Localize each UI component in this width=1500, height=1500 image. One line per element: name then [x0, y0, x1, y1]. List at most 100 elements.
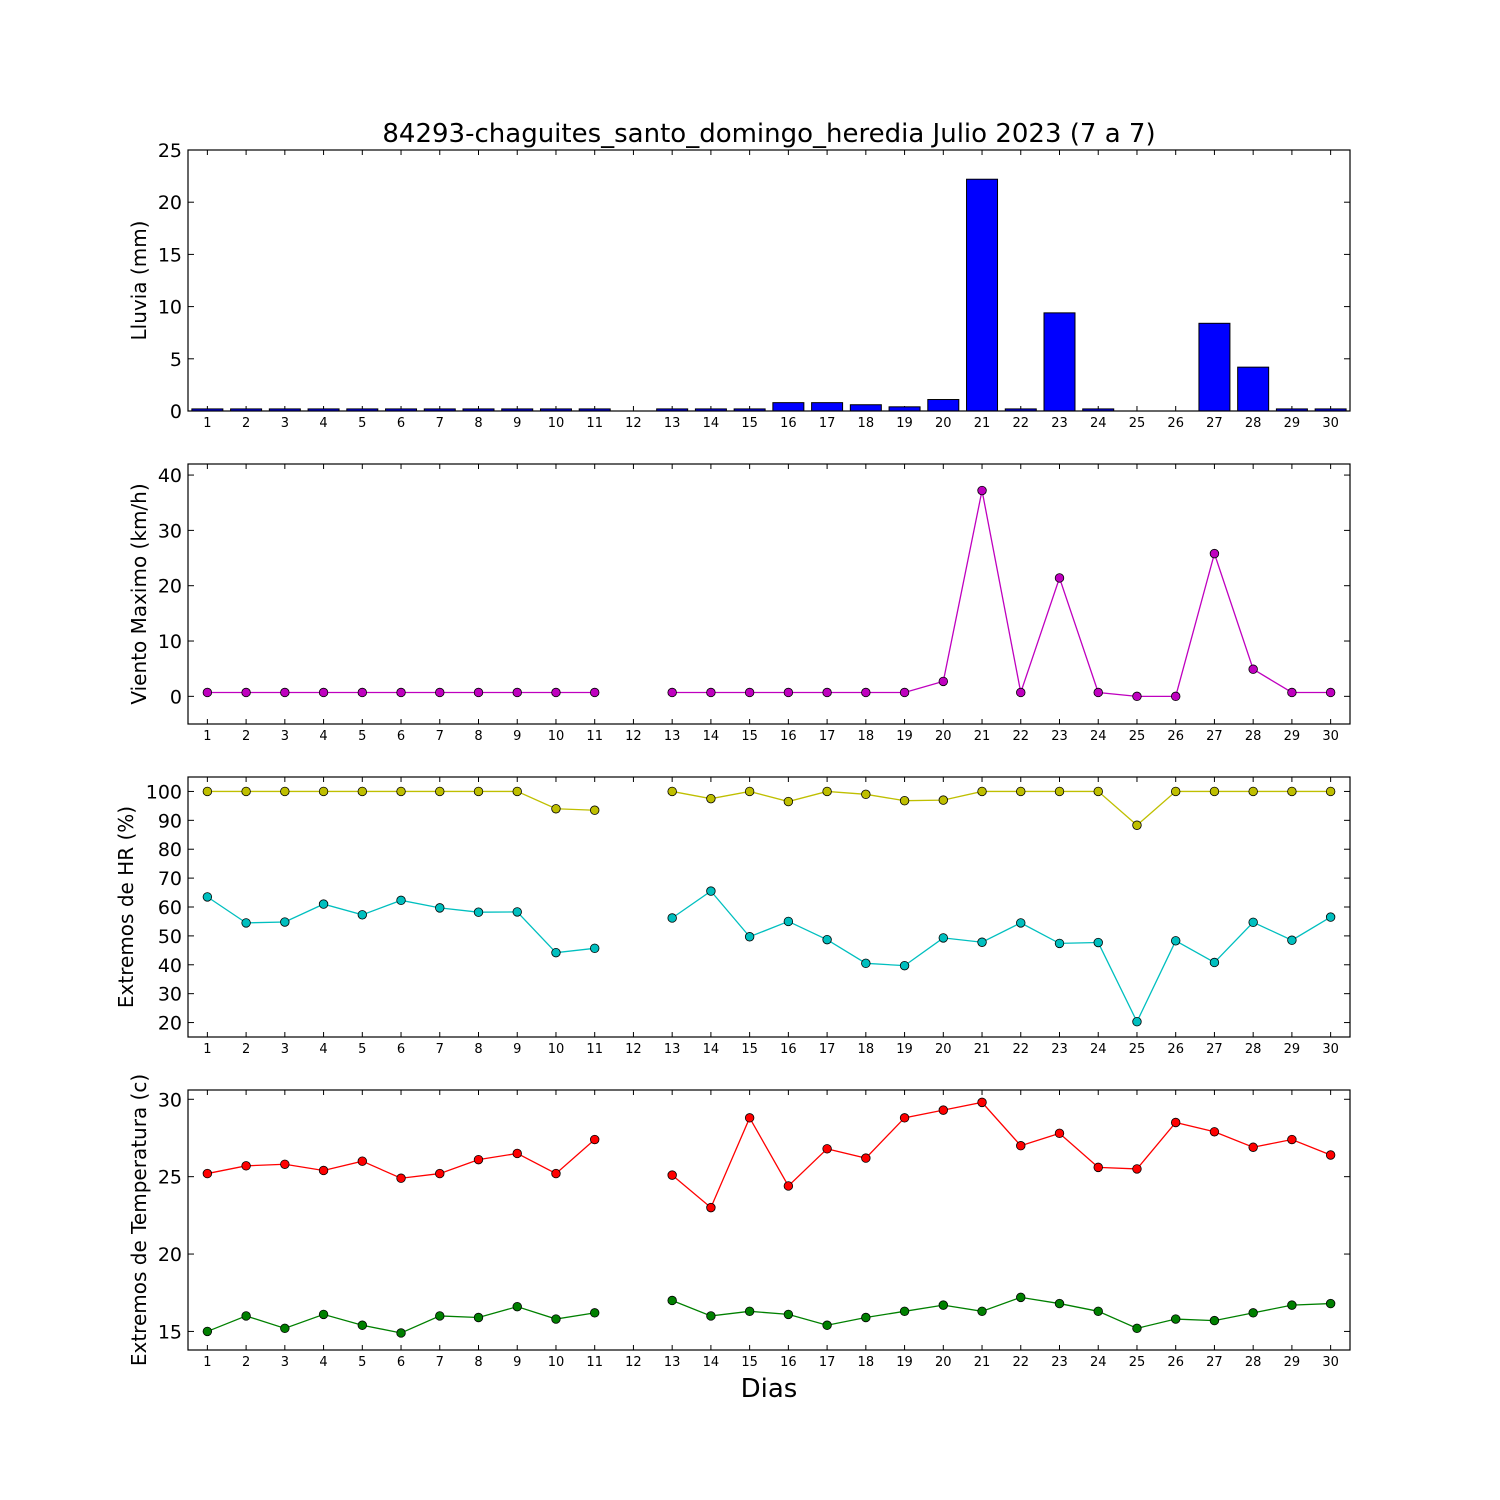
x-tick-label: 30: [1322, 416, 1339, 431]
data-point: [899, 687, 910, 698]
data-point: [318, 1165, 329, 1176]
y-tick-label: 5: [170, 349, 182, 371]
series-line: [671, 1296, 1331, 1330]
data-point: [357, 1156, 368, 1166]
data-point: [202, 892, 213, 902]
data-point: [241, 918, 251, 928]
data-point: [706, 687, 716, 698]
x-tick-label: 17: [819, 1355, 836, 1370]
x-tick-label: 23: [1051, 729, 1068, 744]
x-tick-label: 11: [586, 416, 603, 431]
y-tick-label: 40: [158, 465, 182, 487]
bar: [811, 402, 844, 412]
x-tick-label: 22: [1012, 1042, 1029, 1057]
x-tick-label: 1: [203, 416, 211, 431]
x-tick-label: 5: [358, 1355, 366, 1370]
x-tick-label: 4: [319, 1042, 327, 1057]
data-point: [899, 1113, 910, 1123]
data-point: [551, 687, 561, 698]
data-point: [938, 795, 949, 805]
data-point: [551, 804, 561, 814]
data-point: [590, 943, 600, 954]
x-tick-label: 6: [397, 416, 405, 431]
data-point: [744, 932, 755, 942]
data-point: [1209, 1127, 1220, 1137]
y-tick-label: 60: [158, 897, 182, 919]
x-tick-label: 14: [703, 1042, 720, 1057]
y-tick-label: 20: [158, 1013, 182, 1035]
y-tick-label: 0: [170, 401, 182, 423]
data-point: [1287, 935, 1297, 945]
data-point: [1132, 820, 1142, 830]
x-tick-label: 12: [625, 416, 642, 431]
x-tick-label: 11: [586, 729, 603, 744]
data-point: [1209, 957, 1220, 968]
data-point: [861, 789, 871, 800]
data-point: [1287, 687, 1297, 698]
x-tick-label: 3: [281, 1042, 289, 1057]
data-point: [396, 786, 406, 797]
y-tick-label: 10: [158, 631, 182, 653]
data-point: [1170, 691, 1181, 702]
data-point: [783, 916, 794, 927]
x-tick-label: 14: [703, 729, 720, 744]
data-point: [202, 1168, 213, 1179]
x-tick-label: 21: [974, 1042, 991, 1057]
plot-frame: [187, 463, 1351, 725]
plot-frame: [187, 1089, 1351, 1351]
x-tick-label: 16: [780, 1042, 797, 1057]
x-tick-label: 22: [1012, 729, 1029, 744]
data-point: [977, 1306, 987, 1317]
plot-frame: [187, 149, 1351, 412]
data-point: [1132, 1016, 1142, 1027]
data-point: [357, 1320, 368, 1330]
data-point: [357, 687, 368, 698]
x-tick-label: 10: [548, 416, 565, 431]
x-tick-label: 16: [780, 416, 797, 431]
data-point: [396, 687, 406, 698]
data-point: [1054, 573, 1065, 583]
data-point: [473, 907, 484, 917]
data-point: [590, 1134, 600, 1145]
data-point: [396, 895, 406, 906]
x-tick-label: 2: [242, 729, 250, 744]
x-tick-label: 24: [1090, 416, 1107, 431]
data-point: [938, 676, 949, 687]
data-point: [396, 1328, 406, 1338]
data-point: [1287, 1134, 1297, 1145]
x-tick-label: 3: [281, 729, 289, 744]
x-tick-label: 26: [1167, 416, 1184, 431]
y-tick-label: 30: [158, 520, 182, 542]
x-tick-label: 28: [1245, 729, 1262, 744]
data-point: [590, 805, 600, 815]
x-tick-label: 24: [1090, 1042, 1107, 1057]
data-point: [1287, 786, 1297, 797]
x-tick-label: 12: [625, 1355, 642, 1370]
x-tick-label: 10: [548, 1355, 565, 1370]
data-point: [202, 786, 213, 797]
series-line: [207, 1139, 596, 1179]
y-tick-label: 0: [170, 686, 182, 708]
x-tick-label: 23: [1051, 1355, 1068, 1370]
y-tick-label: 25: [158, 140, 182, 162]
x-tick-label: 17: [819, 416, 836, 431]
x-tick-label: 15: [741, 416, 758, 431]
data-point: [822, 1144, 832, 1154]
data-point: [1209, 1315, 1220, 1326]
data-point: [938, 1105, 949, 1115]
x-tick-label: 23: [1051, 1042, 1068, 1057]
x-tick-label: 2: [242, 1355, 250, 1370]
data-point: [357, 786, 368, 797]
data-point: [706, 793, 716, 804]
x-tick-label: 9: [513, 1355, 521, 1370]
bar: [1237, 366, 1270, 412]
y-tick-label: 20: [158, 192, 182, 214]
x-tick-label: 25: [1129, 1355, 1146, 1370]
data-point: [977, 786, 987, 797]
x-tick-label: 5: [358, 729, 366, 744]
chart-title: 84293-chaguites_santo_domingo_heredia Ju…: [382, 119, 1155, 149]
data-point: [357, 910, 368, 920]
data-point: [667, 1170, 677, 1180]
